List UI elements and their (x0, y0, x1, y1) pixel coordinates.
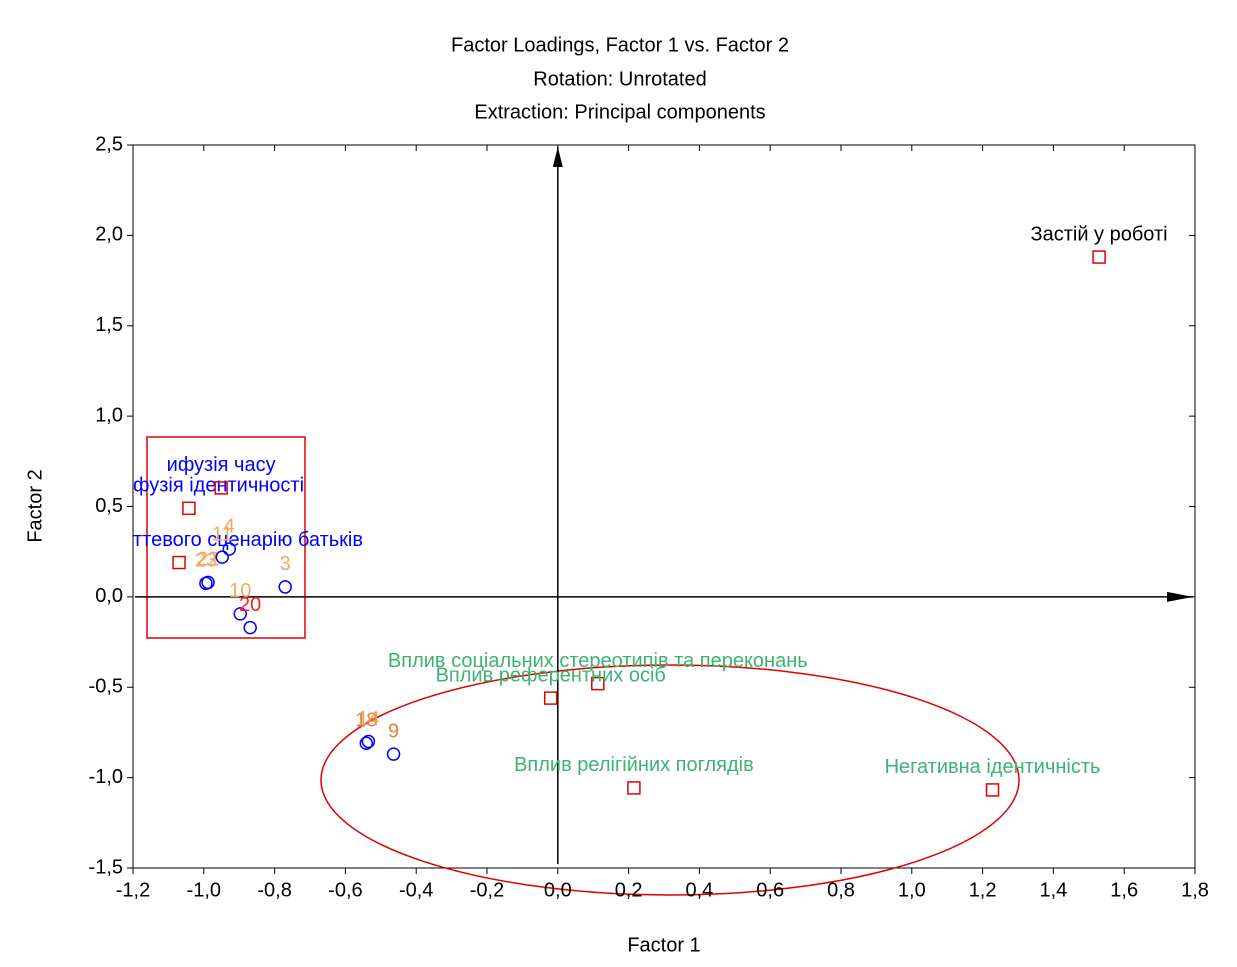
point (199, 576, 213, 591)
y-tick-label: 2,0 (95, 224, 123, 246)
point-label: ттевого сценарію батьків (133, 529, 363, 551)
point-label: 11 (212, 523, 233, 545)
point (182, 501, 196, 516)
point (386, 747, 401, 761)
y-tick-label: -1,0 (89, 766, 123, 788)
x-tick-label: 1,6 (1110, 879, 1138, 901)
y-tick-label: 1,0 (95, 404, 123, 426)
x-tick-label: 0,8 (827, 879, 855, 901)
x-tick-label: -0,6 (328, 879, 362, 901)
point-label: фузія ідентичності (133, 475, 304, 497)
point (361, 734, 376, 749)
highlight-ellipse (320, 664, 1020, 896)
y-tick-label: -1,5 (89, 856, 123, 878)
point (222, 542, 237, 556)
point-label: 3 (280, 553, 291, 575)
point-label: Вплив референтних осіб (436, 664, 666, 686)
x-tick-label: 1,2 (969, 879, 997, 901)
y-tick-label: 0,5 (95, 495, 123, 517)
axis-arrow (1167, 591, 1193, 602)
x-tick-label: -0,8 (257, 879, 291, 901)
point-label: 18 (355, 710, 377, 732)
point (215, 550, 229, 564)
y-tick-label: 1,5 (95, 314, 123, 336)
chart-title: Factor Loadings, Factor 1 vs. Factor 2 (451, 34, 789, 56)
point-label: 22 (197, 549, 219, 571)
point (543, 691, 558, 705)
point-label: 10 (229, 580, 251, 602)
point-label: 20 (239, 594, 261, 616)
chart-subtitle: Extraction: Principal components (474, 101, 765, 123)
point (627, 781, 641, 795)
point (233, 607, 248, 621)
point (1092, 250, 1106, 264)
point-label: 9 (388, 720, 399, 742)
point-label: 4 (224, 515, 235, 537)
x-tick-label: -0,2 (470, 879, 504, 901)
x-tick-label: -0,4 (399, 879, 433, 901)
point-label: 23 (195, 550, 217, 572)
x-tick-label: 0,6 (756, 879, 784, 901)
highlight-box (146, 436, 306, 639)
point (172, 555, 186, 570)
point (359, 736, 374, 751)
plot-area (132, 144, 1196, 869)
x-axis-label: Factor 1 (627, 934, 700, 956)
x-tick-label: -1,2 (116, 879, 150, 901)
point (278, 580, 292, 594)
point-label: ифузія часу (167, 454, 276, 476)
point-label: 14 (357, 708, 379, 730)
chart-subtitle: Rotation: Unrotated (533, 68, 706, 90)
point-label: Вплив релігійних поглядів (514, 754, 754, 776)
y-axis-label: Factor 2 (24, 469, 46, 542)
x-tick-label: -1,0 (187, 879, 221, 901)
point (591, 676, 605, 691)
x-tick-label: 1,8 (1181, 879, 1209, 901)
point-label: Негативна ідентичність (885, 756, 1101, 778)
axis-arrow (552, 147, 563, 167)
point (243, 620, 257, 635)
point-label: Застій у роботі (1031, 223, 1168, 245)
x-tick-label: 0,2 (615, 879, 643, 901)
y-tick-label: -0,5 (89, 676, 123, 698)
x-tick-label: 0,4 (685, 879, 713, 901)
y-tick-label: 2,5 (95, 133, 123, 155)
point-label: Вплив соціальних стереотипів та перекона… (388, 650, 808, 672)
y-tick-label: 0,0 (95, 585, 123, 607)
x-tick-label: 0,0 (544, 879, 572, 901)
x-tick-label: 1,0 (898, 879, 926, 901)
point (214, 481, 228, 495)
point (985, 783, 1000, 797)
x-tick-label: 1,4 (1039, 879, 1067, 901)
